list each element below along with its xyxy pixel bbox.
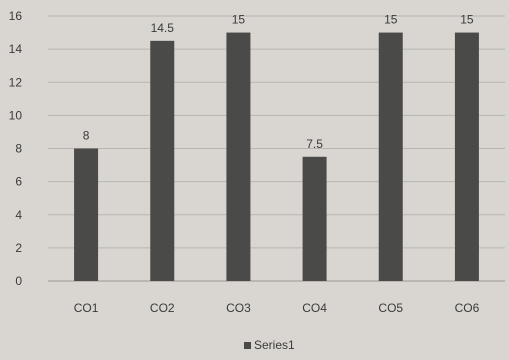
y-tick-label: 12 bbox=[9, 75, 23, 89]
x-category-label: CO5 bbox=[378, 301, 403, 315]
bar-co5 bbox=[378, 32, 403, 281]
legend: Series1 bbox=[244, 338, 295, 352]
y-axis-ticks: 0 2 4 6 8 10 12 14 16 bbox=[9, 9, 23, 288]
data-label: 15 bbox=[384, 13, 398, 27]
y-tick-label: 14 bbox=[9, 42, 23, 56]
x-category-label: CO2 bbox=[150, 301, 175, 315]
x-category-label: CO4 bbox=[302, 301, 327, 315]
data-labels: 8 14.5 15 7.5 15 15 bbox=[83, 13, 474, 151]
y-tick-label: 2 bbox=[15, 241, 22, 255]
data-label: 15 bbox=[460, 13, 474, 27]
x-category-label: CO1 bbox=[74, 301, 99, 315]
bars bbox=[74, 32, 479, 281]
y-tick-label: 10 bbox=[9, 108, 23, 122]
legend-swatch bbox=[244, 342, 251, 349]
x-category-label: CO3 bbox=[226, 301, 251, 315]
bar-co2 bbox=[150, 40, 175, 281]
data-label: 14.5 bbox=[151, 21, 175, 35]
bar-co4 bbox=[302, 156, 327, 281]
y-tick-label: 6 bbox=[15, 175, 22, 189]
y-tick-label: 4 bbox=[15, 208, 22, 222]
x-category-label: CO6 bbox=[455, 301, 480, 315]
bar-co6 bbox=[454, 32, 479, 281]
data-label: 7.5 bbox=[306, 137, 323, 151]
y-tick-label: 16 bbox=[9, 9, 23, 23]
y-tick-label: 0 bbox=[15, 274, 22, 288]
bar-co1 bbox=[74, 148, 99, 281]
legend-label: Series1 bbox=[254, 338, 295, 352]
bar-co3 bbox=[226, 32, 251, 281]
data-label: 8 bbox=[83, 129, 90, 143]
y-tick-label: 8 bbox=[15, 142, 22, 156]
x-axis-categories: CO1 CO2 CO3 CO4 CO5 CO6 bbox=[74, 301, 480, 315]
data-label: 15 bbox=[232, 13, 246, 27]
gridlines bbox=[48, 15, 505, 282]
